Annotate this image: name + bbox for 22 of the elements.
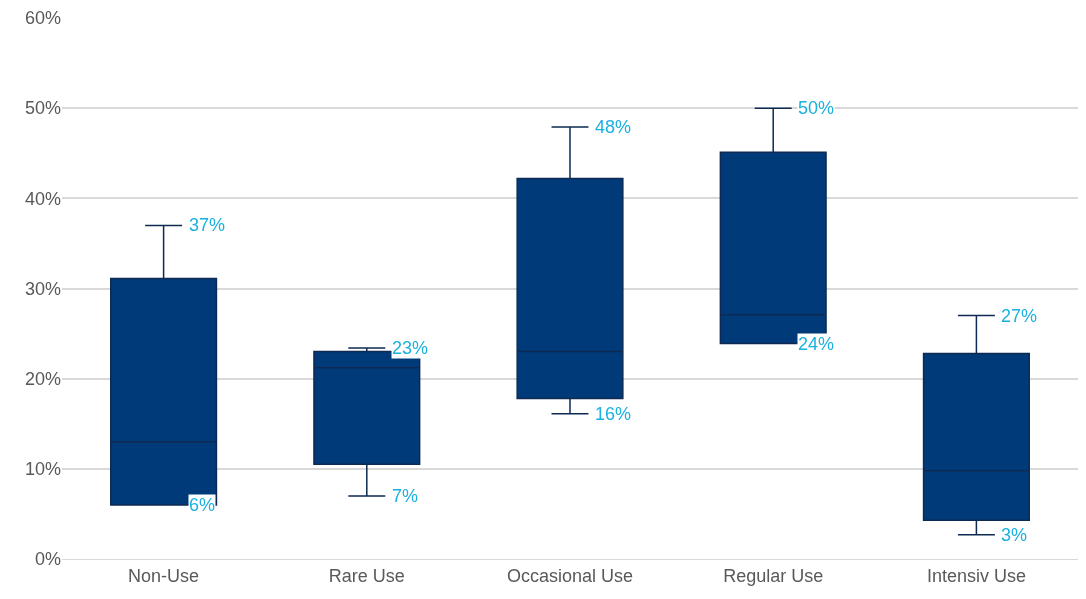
x-tick-label: Intensiv Use bbox=[926, 565, 1026, 586]
annotation: 16% bbox=[595, 404, 632, 424]
annotation: 7% bbox=[392, 486, 419, 506]
annotation: 50% bbox=[798, 98, 835, 118]
y-tick-label: 60% bbox=[24, 8, 61, 29]
x-tick-label: Regular Use bbox=[723, 565, 824, 586]
annotation: 3% bbox=[1001, 525, 1028, 545]
x-tick-label: Rare Use bbox=[328, 565, 405, 586]
y-tick-label: 50% bbox=[24, 98, 61, 119]
x-tick-label: Occasional Use bbox=[506, 565, 634, 586]
y-tick-label: 0% bbox=[34, 549, 61, 570]
x-tick-label: Non-Use bbox=[128, 565, 200, 586]
y-tick-label: 30% bbox=[24, 278, 61, 299]
annotation: 23% bbox=[392, 338, 429, 358]
annotation: 24% bbox=[798, 334, 835, 354]
annotation: 48% bbox=[595, 117, 632, 137]
y-tick-label: 40% bbox=[24, 188, 61, 209]
annotation: 27% bbox=[1001, 306, 1038, 326]
y-tick-label: 20% bbox=[24, 368, 61, 389]
y-tick-label: 10% bbox=[24, 459, 61, 480]
annotation: 37% bbox=[189, 215, 226, 235]
annotation: 6% bbox=[189, 495, 216, 515]
